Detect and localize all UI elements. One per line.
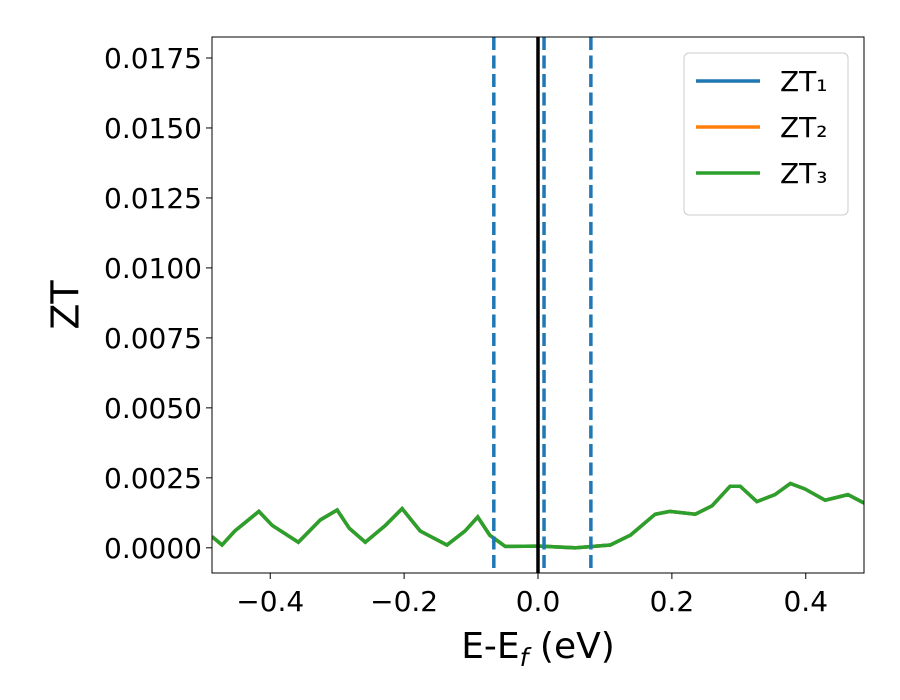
y-tick-label: 0.0025	[104, 462, 202, 495]
x-tick-label: −0.2	[370, 585, 438, 618]
x-label-main: E-E	[461, 626, 519, 667]
y-axis-label: ZT	[44, 280, 88, 330]
x-tick-label: 0.0	[516, 585, 561, 618]
legend-label: ZT₃	[780, 157, 828, 190]
x-axis-label: E-Ef (eV)	[461, 626, 615, 672]
x-tick-label: 0.2	[650, 585, 695, 618]
series-line	[212, 481, 864, 550]
y-tick-label: 0.0000	[104, 532, 202, 565]
x-tick-label: −0.4	[236, 585, 304, 618]
plot-frame	[211, 36, 865, 574]
y-tick-label: 0.0175	[104, 42, 202, 75]
legend-label: ZT₂	[780, 111, 828, 144]
y-tick-label: 0.0125	[104, 182, 202, 215]
y-tick-label: 0.0050	[104, 392, 202, 425]
y-tick-label: 0.0150	[104, 112, 202, 145]
legend-label: ZT₁	[780, 65, 828, 98]
x-tick-label: 0.4	[783, 585, 828, 618]
y-tick-label: 0.0100	[104, 252, 202, 285]
y-tick-label: 0.0075	[104, 322, 202, 355]
x-label-tail: (eV)	[528, 626, 614, 667]
